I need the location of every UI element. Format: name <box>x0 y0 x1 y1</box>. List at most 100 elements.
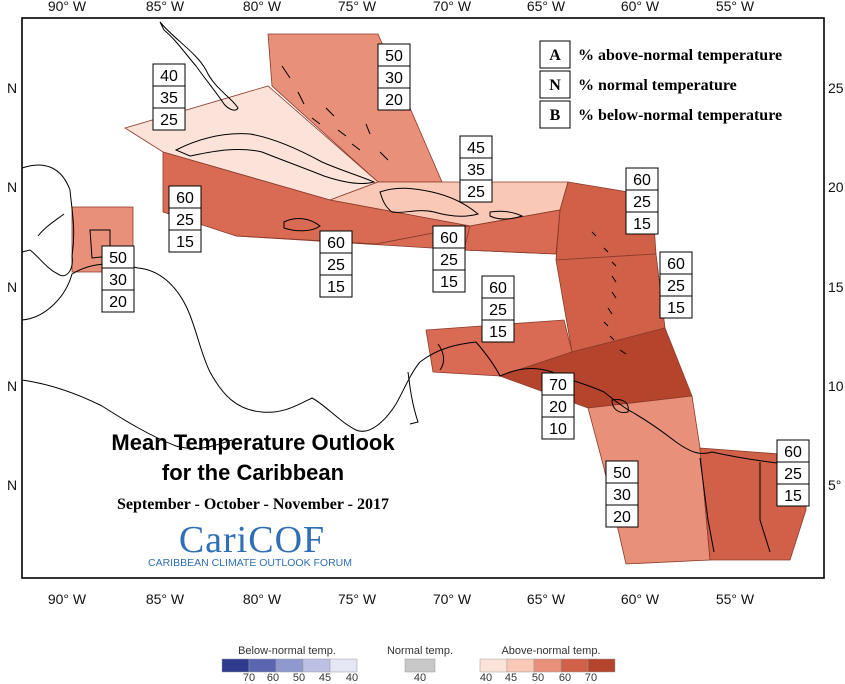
normal-value: 30 <box>385 70 403 87</box>
y-tick-label: N <box>7 279 17 295</box>
colorbar-swatch <box>404 658 436 673</box>
below-value: 20 <box>613 509 631 526</box>
normal-value: 25 <box>176 212 194 229</box>
forecast-zones <box>71 33 807 565</box>
y-tick-label: 10 <box>828 378 844 394</box>
normal-value: 35 <box>467 162 485 179</box>
legend-code-box <box>539 100 571 129</box>
probability-box: 45 35 25 <box>459 135 493 203</box>
x-tick-label: 70° W <box>433 591 472 607</box>
map-period: September - October - November - 2017 <box>117 496 389 513</box>
colorbar-swatch <box>248 658 277 673</box>
colorbar-swatch <box>302 658 331 673</box>
legend-code-box <box>539 40 571 69</box>
probability-box: 60 25 15 <box>659 251 693 319</box>
y-axis-left: N N N N N <box>7 80 17 493</box>
coastline-cuba <box>174 133 376 185</box>
legend-code-box <box>539 70 571 99</box>
legend-label: % below-normal temperature <box>578 107 782 124</box>
below-value: 15 <box>489 324 507 341</box>
below-value: 15 <box>440 274 458 291</box>
map-title-line2: for the Caribbean <box>162 460 344 485</box>
above-value: 50 <box>613 465 631 482</box>
normal-value: 35 <box>160 90 178 107</box>
colorbar-tick: 70 <box>585 672 597 684</box>
legend-label: % above-normal temperature <box>578 47 782 64</box>
probability-box: 50 30 20 <box>101 245 135 313</box>
below-value: 20 <box>109 294 127 311</box>
colorbar-above-swatches <box>479 658 616 673</box>
probability-box: 60 25 15 <box>481 275 515 343</box>
colorbar-below-swatches <box>221 658 358 673</box>
colorbar-swatch <box>275 658 304 673</box>
colorbar-tick: 70 <box>243 672 255 684</box>
zone-pr <box>463 209 561 255</box>
x-tick-label: 55° W <box>716 0 755 14</box>
probability-box: 40 35 25 <box>152 63 186 131</box>
caricof-logo: CariCOF CARIBBEAN CLIMATE OUTLOOK FORUM <box>148 519 352 569</box>
below-value: 25 <box>467 184 485 201</box>
coastline-pacific <box>21 379 233 449</box>
above-value: 60 <box>327 235 345 252</box>
colorbar-tick: 40 <box>346 672 358 684</box>
colorbar-below-title: Below-normal temp. <box>238 645 336 657</box>
below-value: 15 <box>667 300 685 317</box>
x-tick-label: 75° W <box>338 591 377 607</box>
normal-value: 25 <box>489 302 507 319</box>
coastline-trinidad <box>611 399 629 413</box>
probability-box: 70 20 10 <box>541 372 575 440</box>
x-tick-label: 65° W <box>527 591 566 607</box>
colorbar-swatch <box>221 658 250 673</box>
logo-subtitle: CARIBBEAN CLIMATE OUTLOOK FORUM <box>148 557 352 569</box>
coastline-lesser-antilles <box>591 231 627 355</box>
coastline-jamaica <box>283 218 321 232</box>
normal-value: 30 <box>613 487 631 504</box>
x-tick-label: 75° W <box>338 0 377 14</box>
colorbar-swatch <box>533 658 562 673</box>
logo-text: CariCOF <box>179 519 325 561</box>
coastline-florida <box>159 21 239 111</box>
below-value: 15 <box>784 488 802 505</box>
x-axis-top: 90° W 85° W 80° W 75° W 70° W 65° W 60° … <box>48 0 755 14</box>
x-axis-bottom: 90° W 85° W 80° W 75° W 70° W 65° W 60° … <box>48 591 755 607</box>
colorbar-tick: 40 <box>480 672 492 684</box>
x-tick-label: 60° W <box>621 0 660 14</box>
x-tick-label: 80° W <box>243 0 282 14</box>
x-tick-label: 90° W <box>48 0 87 14</box>
colorbar-swatch <box>479 658 508 673</box>
colorbar-tick: 45 <box>319 672 331 684</box>
above-value: 50 <box>109 250 127 267</box>
normal-value: 20 <box>549 399 567 416</box>
colorbar-tick: 60 <box>559 672 571 684</box>
y-tick-label: 15 <box>828 279 844 295</box>
probability-box: 60 25 15 <box>625 167 659 235</box>
coastline-hispaniola <box>379 187 480 217</box>
above-value: 60 <box>489 280 507 297</box>
colorbar-above-title: Above-normal temp. <box>501 645 600 657</box>
colorbar-normal-title: Normal temp. <box>387 645 453 657</box>
colorbar-swatch <box>560 658 589 673</box>
below-value: 25 <box>160 112 178 129</box>
y-tick-label: N <box>7 378 17 394</box>
y-tick-label: N <box>7 477 17 493</box>
y-axis-right: 25 20 15 10 5° <box>828 80 844 493</box>
coastline-yucatan <box>37 213 65 237</box>
above-value: 60 <box>633 172 651 189</box>
above-value: 60 <box>440 230 458 247</box>
normal-value: 25 <box>667 278 685 295</box>
above-value: 70 <box>549 377 567 394</box>
below-value: 15 <box>633 216 651 233</box>
legend-label: % normal temperature <box>578 77 737 94</box>
probability-box: 60 25 15 <box>432 225 466 293</box>
above-value: 60 <box>784 444 802 461</box>
normal-value: 25 <box>784 466 802 483</box>
x-tick-label: 70° W <box>433 0 472 14</box>
border-guianas <box>699 457 771 553</box>
y-tick-label: N <box>7 80 17 96</box>
colorbar-tick: 45 <box>505 672 517 684</box>
legend-code: A <box>549 47 561 64</box>
x-tick-label: 60° W <box>621 591 660 607</box>
coastline-colombia <box>419 341 807 467</box>
coastline-bahamas <box>281 65 389 161</box>
